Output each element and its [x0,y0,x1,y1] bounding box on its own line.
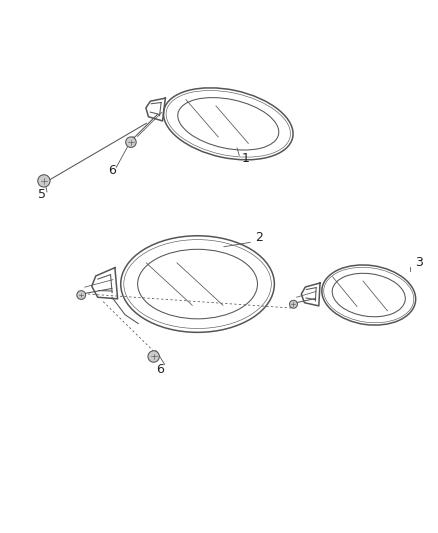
Text: 6: 6 [156,363,164,376]
Circle shape [289,300,297,308]
Text: 3: 3 [414,256,422,270]
Text: 5: 5 [38,188,46,200]
Text: 2: 2 [254,231,262,245]
Circle shape [148,351,159,362]
Text: 1: 1 [241,152,249,165]
Circle shape [38,175,50,187]
Circle shape [125,137,136,148]
Text: 6: 6 [108,164,116,177]
Circle shape [77,290,85,300]
